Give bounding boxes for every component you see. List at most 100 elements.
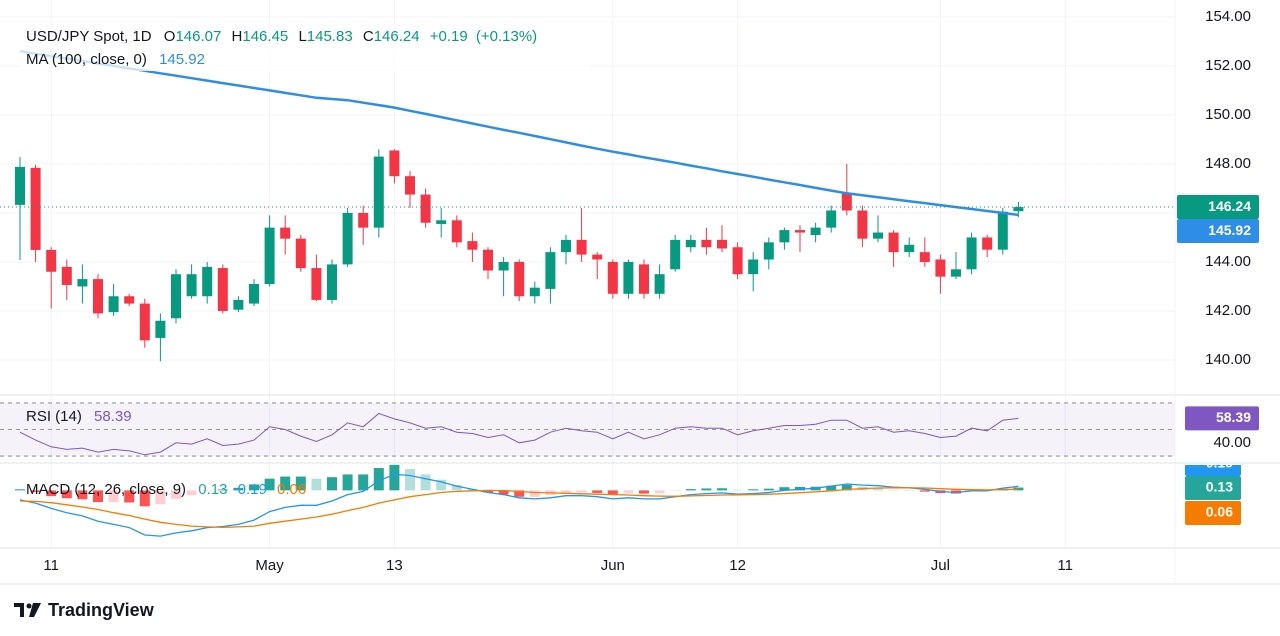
macd-histogram-bar [171,490,181,499]
macd-histogram-bar [311,478,322,491]
signal-value: 0.06 [277,481,306,498]
macd-histogram-bar [623,490,634,494]
high-value: 146.45 [242,28,288,45]
macd-histogram-bar [108,490,119,503]
x-tick-label: May [255,557,284,574]
macd-histogram-bar [389,464,400,491]
candle-body [670,239,681,270]
macd-histogram-bar [654,490,665,494]
candle-body [763,242,774,260]
rsi-tick-label: 40.00 [1213,434,1251,451]
x-tick-label: 11 [1057,557,1073,574]
macd-histogram-bar [498,490,509,495]
macd-histogram-bar [514,490,525,497]
candle-body [420,194,431,223]
candle-body [217,268,228,311]
macd-histogram-bar [763,488,774,491]
candle-body [171,274,181,319]
candle-body [467,241,478,250]
candle-body [607,261,618,294]
macd-histogram-bar [701,488,712,491]
candle-body [249,283,259,304]
macd-histogram-bar [717,488,727,491]
macd-histogram-bar [373,468,384,491]
rsi-name: RSI (14) [26,408,82,425]
macd-badge-label: 0.13 [1206,479,1233,495]
macd-histogram-bar [483,490,493,493]
macd-badge [1185,476,1241,500]
candle-body [935,259,946,277]
y-tick-label: 152.00 [1205,57,1251,74]
change: +0.19 [430,28,468,45]
candle-body [295,238,306,269]
macd-histogram-bar [61,490,72,499]
candle-body [389,150,400,177]
x-tick-label: Jun [601,557,625,574]
high-label: H [232,28,243,45]
candle-body [561,239,571,253]
macd-histogram-bar [576,490,587,493]
candle-body [857,210,868,239]
rsi-badge-label: 58.39 [1216,409,1251,425]
macd-histogram-bar [888,489,899,491]
close-label: C [363,28,374,45]
candle-body [810,227,821,235]
price-badge-label: 146.24 [1208,198,1251,214]
candle-body [779,230,790,243]
macd-badge [1185,501,1241,525]
macd-histogram-bar [93,490,103,503]
y-tick-label: 140.00 [1205,351,1251,368]
open-label: O [164,28,176,45]
macd-histogram-bar [30,490,41,493]
macd-histogram-bar [124,490,135,503]
candle-body [77,279,88,287]
low-value: 145.83 [307,28,353,45]
macd-histogram-bar [639,490,649,494]
macd-badges: 0.19 0.13 0.06 [1185,465,1241,525]
candle-body [15,166,25,205]
candle-body [358,212,369,228]
y-tick-label: 154.00 [1205,8,1251,25]
macd-histogram-bar [217,489,228,491]
ma-legend: MA (100, close, 0) 145.92 [26,51,205,68]
candle-body [30,167,41,250]
macd-histogram-bar [826,485,837,491]
macd-histogram-bar [779,487,790,491]
candle-body [997,211,1008,250]
candle-body [966,237,977,270]
macd-badge [1185,465,1241,476]
signal-line [19,487,1019,529]
candle-body [280,227,291,239]
candle-body [61,266,72,285]
macd-histogram-bar [15,489,25,491]
macd-histogram-bar [202,490,213,492]
macd-histogram-bar [685,489,696,491]
macd-histogram-bar [592,490,603,493]
macd-histogram-bar [904,490,915,491]
logo-dot [26,603,32,609]
candle-body [654,274,665,294]
macd-badge-label: 0.06 [1206,504,1233,520]
x-tick-label: 13 [386,557,403,574]
candle-body [545,252,556,289]
x-tick-label: 12 [729,557,746,574]
candle-body [451,220,462,243]
candle-body [483,249,493,271]
macd-histogram-bar [670,490,681,491]
plot-area [0,49,1175,537]
x-tick-label: 11 [43,557,59,574]
candle-body [405,176,415,195]
macd-histogram-bar [77,490,88,500]
macd-histogram-bar [405,469,415,491]
candle-body [93,279,103,314]
macd-histogram-bar [919,490,930,492]
macd-histogram-bar [529,490,540,497]
candle-body [576,239,587,255]
axis: 11 May 13 Jun 12 Jul 11 154.00 152.00 150.00 148.0… [43,8,1259,574]
macd-histogram-bar [732,489,743,491]
low-label: L [298,28,306,45]
candle-body [514,261,525,297]
candle-body [342,212,353,265]
rsi-value: 58.39 [94,408,132,425]
